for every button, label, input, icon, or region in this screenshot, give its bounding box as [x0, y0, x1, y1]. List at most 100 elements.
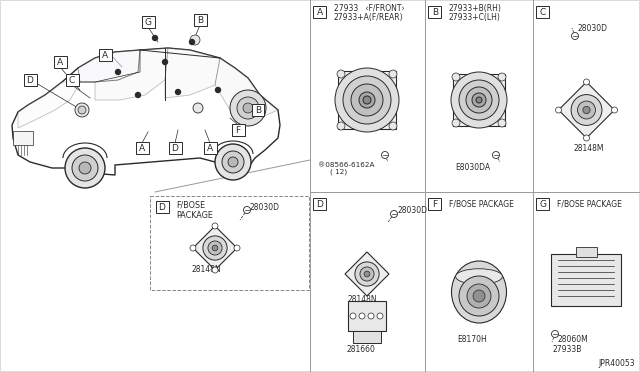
Text: C: C [69, 76, 75, 84]
FancyBboxPatch shape [314, 6, 326, 18]
FancyBboxPatch shape [232, 124, 244, 136]
Circle shape [230, 90, 266, 126]
Circle shape [577, 101, 595, 119]
Circle shape [65, 148, 105, 188]
Polygon shape [193, 226, 237, 270]
Text: B: B [197, 16, 203, 25]
Text: 28148N: 28148N [348, 295, 378, 304]
FancyBboxPatch shape [99, 49, 111, 61]
Circle shape [203, 236, 227, 260]
Circle shape [355, 262, 379, 286]
Text: PACKAGE: PACKAGE [176, 211, 213, 219]
FancyBboxPatch shape [552, 254, 621, 306]
Text: JPR40053: JPR40053 [598, 359, 635, 368]
Circle shape [234, 245, 240, 251]
Circle shape [350, 313, 356, 319]
Circle shape [163, 60, 168, 64]
Circle shape [451, 72, 507, 128]
FancyBboxPatch shape [536, 198, 550, 210]
Circle shape [452, 119, 460, 127]
Circle shape [389, 122, 397, 130]
Text: F/BOSE: F/BOSE [176, 201, 205, 209]
Circle shape [193, 103, 203, 113]
Circle shape [389, 70, 397, 78]
Ellipse shape [451, 261, 506, 323]
Text: A: A [317, 7, 323, 16]
FancyBboxPatch shape [314, 198, 326, 210]
Polygon shape [559, 82, 614, 138]
Text: 28030D: 28030D [249, 202, 279, 212]
Circle shape [212, 245, 218, 251]
FancyBboxPatch shape [24, 74, 36, 86]
Circle shape [208, 241, 222, 255]
FancyBboxPatch shape [65, 74, 79, 86]
Circle shape [243, 103, 253, 113]
Polygon shape [215, 58, 278, 120]
Circle shape [476, 97, 482, 103]
FancyBboxPatch shape [348, 301, 386, 331]
Text: D: D [159, 202, 165, 212]
Circle shape [78, 106, 86, 114]
FancyBboxPatch shape [353, 331, 381, 343]
Circle shape [212, 267, 218, 273]
Circle shape [360, 267, 374, 281]
Circle shape [364, 271, 370, 277]
Text: 28060M: 28060M [558, 336, 589, 344]
Text: ( 12): ( 12) [330, 169, 347, 175]
FancyBboxPatch shape [429, 6, 442, 18]
Circle shape [583, 106, 590, 113]
Circle shape [75, 103, 89, 117]
Text: B: B [432, 7, 438, 16]
Text: 27933B: 27933B [553, 346, 582, 355]
Circle shape [175, 90, 180, 94]
Circle shape [79, 162, 91, 174]
Circle shape [216, 87, 221, 93]
Circle shape [452, 73, 460, 81]
Text: 28148N: 28148N [192, 266, 221, 275]
Text: B: B [255, 106, 261, 115]
Text: E8170H: E8170H [457, 336, 487, 344]
Circle shape [498, 119, 506, 127]
Text: G: G [145, 17, 152, 26]
Circle shape [243, 206, 250, 214]
Circle shape [335, 68, 399, 132]
Circle shape [611, 107, 618, 113]
Circle shape [212, 223, 218, 229]
FancyBboxPatch shape [168, 142, 182, 154]
Text: 28030D: 28030D [578, 23, 608, 32]
Circle shape [571, 94, 602, 125]
Circle shape [498, 73, 506, 81]
Text: ®08566-6162A: ®08566-6162A [318, 162, 374, 168]
Circle shape [459, 276, 499, 316]
Circle shape [390, 211, 397, 218]
Circle shape [359, 92, 375, 108]
Text: G: G [540, 199, 547, 208]
Circle shape [359, 313, 365, 319]
Text: 27933+B(RH): 27933+B(RH) [449, 3, 502, 13]
Circle shape [472, 93, 486, 107]
Circle shape [493, 151, 499, 158]
Text: A: A [139, 144, 145, 153]
Polygon shape [165, 48, 220, 98]
Circle shape [337, 122, 345, 130]
Circle shape [467, 284, 491, 308]
Polygon shape [95, 48, 168, 100]
Text: 27933   ‹F/FRONT›: 27933 ‹F/FRONT› [334, 3, 404, 13]
Text: E8030DA: E8030DA [455, 163, 490, 171]
Circle shape [368, 313, 374, 319]
Circle shape [363, 96, 371, 104]
Circle shape [190, 245, 196, 251]
Text: A: A [102, 51, 108, 60]
Circle shape [556, 107, 561, 113]
Circle shape [473, 290, 485, 302]
Circle shape [381, 151, 388, 158]
FancyBboxPatch shape [150, 196, 309, 290]
FancyBboxPatch shape [136, 142, 148, 154]
Text: 27933+C(LH): 27933+C(LH) [449, 13, 501, 22]
Text: 28030D: 28030D [398, 205, 428, 215]
Text: C: C [540, 7, 546, 16]
Circle shape [115, 70, 120, 74]
FancyBboxPatch shape [141, 16, 154, 28]
Polygon shape [345, 252, 389, 296]
Circle shape [552, 330, 559, 337]
